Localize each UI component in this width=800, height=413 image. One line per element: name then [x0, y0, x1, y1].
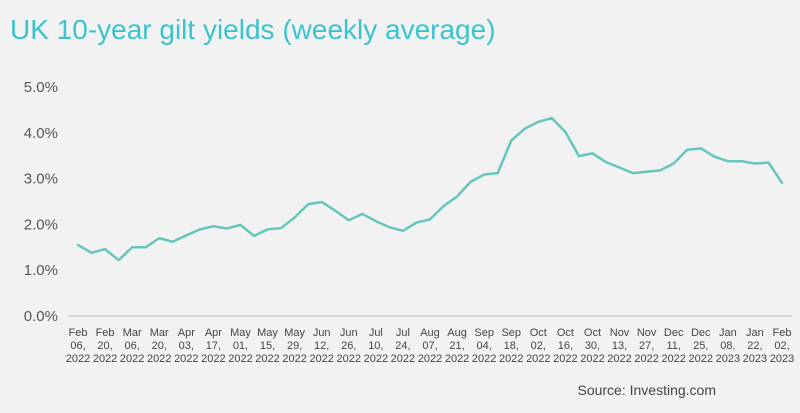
x-tick-label: 10,: [368, 340, 383, 352]
x-tick-label: 2022: [337, 353, 361, 365]
x-tick-label: 2022: [634, 353, 658, 365]
x-tick-label: 2022: [255, 353, 279, 365]
y-axis-ticks: 0.0% 1.0% 2.0% 3.0% 4.0% 5.0%: [24, 79, 58, 325]
x-tick-label: 15,: [260, 340, 275, 352]
x-tick-label: 20,: [152, 340, 167, 352]
y-tick-label: 0.0%: [24, 308, 58, 325]
x-tick-label: 2022: [661, 353, 685, 365]
x-tick-label: 22,: [747, 340, 762, 352]
x-tick-label: 2022: [174, 353, 198, 365]
x-tick-label: 29,: [287, 340, 302, 352]
y-tick-label: 5.0%: [24, 79, 58, 96]
x-tick-label: 2022: [391, 353, 415, 365]
x-tick-label: 30,: [585, 340, 600, 352]
x-tick-label: 11,: [666, 340, 680, 352]
x-tick-label: 2022: [580, 353, 604, 365]
x-tick-label: Jun: [340, 327, 358, 339]
x-tick-label: Nov: [610, 327, 630, 339]
x-tick-label: 2022: [309, 353, 333, 365]
y-tick-label: 4.0%: [24, 125, 58, 142]
chart-title: UK 10-year gilt yields (weekly average): [10, 14, 496, 45]
x-tick-label: 06,: [70, 340, 85, 352]
x-tick-label: 2022: [93, 353, 117, 365]
x-tick-label: Jul: [369, 327, 383, 339]
x-tick-label: 2022: [66, 353, 90, 365]
x-tick-label: Oct: [584, 327, 601, 339]
x-tick-label: May: [284, 327, 305, 339]
x-tick-label: 2022: [418, 353, 442, 365]
x-tick-label: 2022: [445, 353, 469, 365]
x-tick-label: 03,: [179, 340, 194, 352]
x-tick-label: 04,: [477, 340, 492, 352]
y-tick-label: 2.0%: [24, 216, 58, 233]
x-tick-label: 24,: [395, 340, 410, 352]
x-tick-label: Oct: [557, 327, 574, 339]
x-tick-label: Jan: [746, 327, 764, 339]
x-tick-label: Dec: [691, 327, 711, 339]
x-tick-label: May: [257, 327, 278, 339]
x-tick-label: Nov: [637, 327, 657, 339]
x-tick-label: 06,: [125, 340, 140, 352]
x-tick-label: 2022: [526, 353, 550, 365]
x-tick-label: 26,: [341, 340, 356, 352]
x-tick-label: Apr: [205, 327, 222, 339]
x-tick-label: 2022: [282, 353, 306, 365]
x-tick-label: 2023: [743, 353, 767, 365]
x-tick-label: Sep: [474, 327, 494, 339]
source-label: Source: Investing.com: [577, 382, 716, 398]
x-tick-label: 08,: [720, 340, 735, 352]
x-tick-label: 27,: [639, 340, 654, 352]
x-tick-label: 2022: [472, 353, 496, 365]
x-tick-label: 01,: [233, 340, 248, 352]
x-tick-label: 2022: [147, 353, 171, 365]
x-tick-label: Feb: [69, 327, 88, 339]
x-tick-label: Sep: [501, 327, 521, 339]
x-tick-label: 2022: [553, 353, 577, 365]
x-tick-label: Dec: [664, 327, 684, 339]
y-tick-label: 1.0%: [24, 262, 58, 279]
x-tick-label: Jul: [396, 327, 410, 339]
x-tick-label: Mar: [150, 327, 169, 339]
x-tick-label: 2023: [770, 353, 794, 365]
x-tick-label: 18,: [504, 340, 519, 352]
x-tick-label: 07,: [422, 340, 437, 352]
x-tick-label: 13,: [612, 340, 627, 352]
x-tick-label: 2022: [228, 353, 252, 365]
x-tick-label: Feb: [96, 327, 115, 339]
x-tick-label: Aug: [420, 327, 440, 339]
x-tick-label: Aug: [447, 327, 467, 339]
x-tick-label: 2022: [499, 353, 523, 365]
series-line: [76, 116, 784, 262]
x-tick-label: 2022: [120, 353, 144, 365]
x-tick-label: 2023: [716, 353, 740, 365]
x-tick-label: May: [230, 327, 251, 339]
x-tick-label: Jun: [313, 327, 331, 339]
x-tick-label: Jan: [719, 327, 737, 339]
x-axis-ticks: Feb06,2022Feb20,2022Mar06,2022Mar20,2022…: [66, 327, 794, 365]
x-tick-label: 2022: [607, 353, 631, 365]
x-tick-label: Apr: [178, 327, 195, 339]
x-tick-label: Oct: [530, 327, 547, 339]
x-tick-label: Feb: [773, 327, 792, 339]
x-tick-label: 02,: [531, 340, 546, 352]
x-tick-label: 17,: [206, 340, 221, 352]
x-tick-label: 2022: [364, 353, 388, 365]
x-tick-label: 2022: [689, 353, 713, 365]
x-tick-label: 02,: [774, 340, 789, 352]
x-tick-label: 25,: [693, 340, 708, 352]
x-tick-label: Mar: [123, 327, 142, 339]
y-tick-label: 3.0%: [24, 171, 58, 188]
x-tick-label: 21,: [449, 340, 464, 352]
x-tick-label: 16,: [558, 340, 573, 352]
x-tick-label: 12,: [314, 340, 329, 352]
x-tick-label: 2022: [201, 353, 225, 365]
x-tick-label: 20,: [97, 340, 112, 352]
